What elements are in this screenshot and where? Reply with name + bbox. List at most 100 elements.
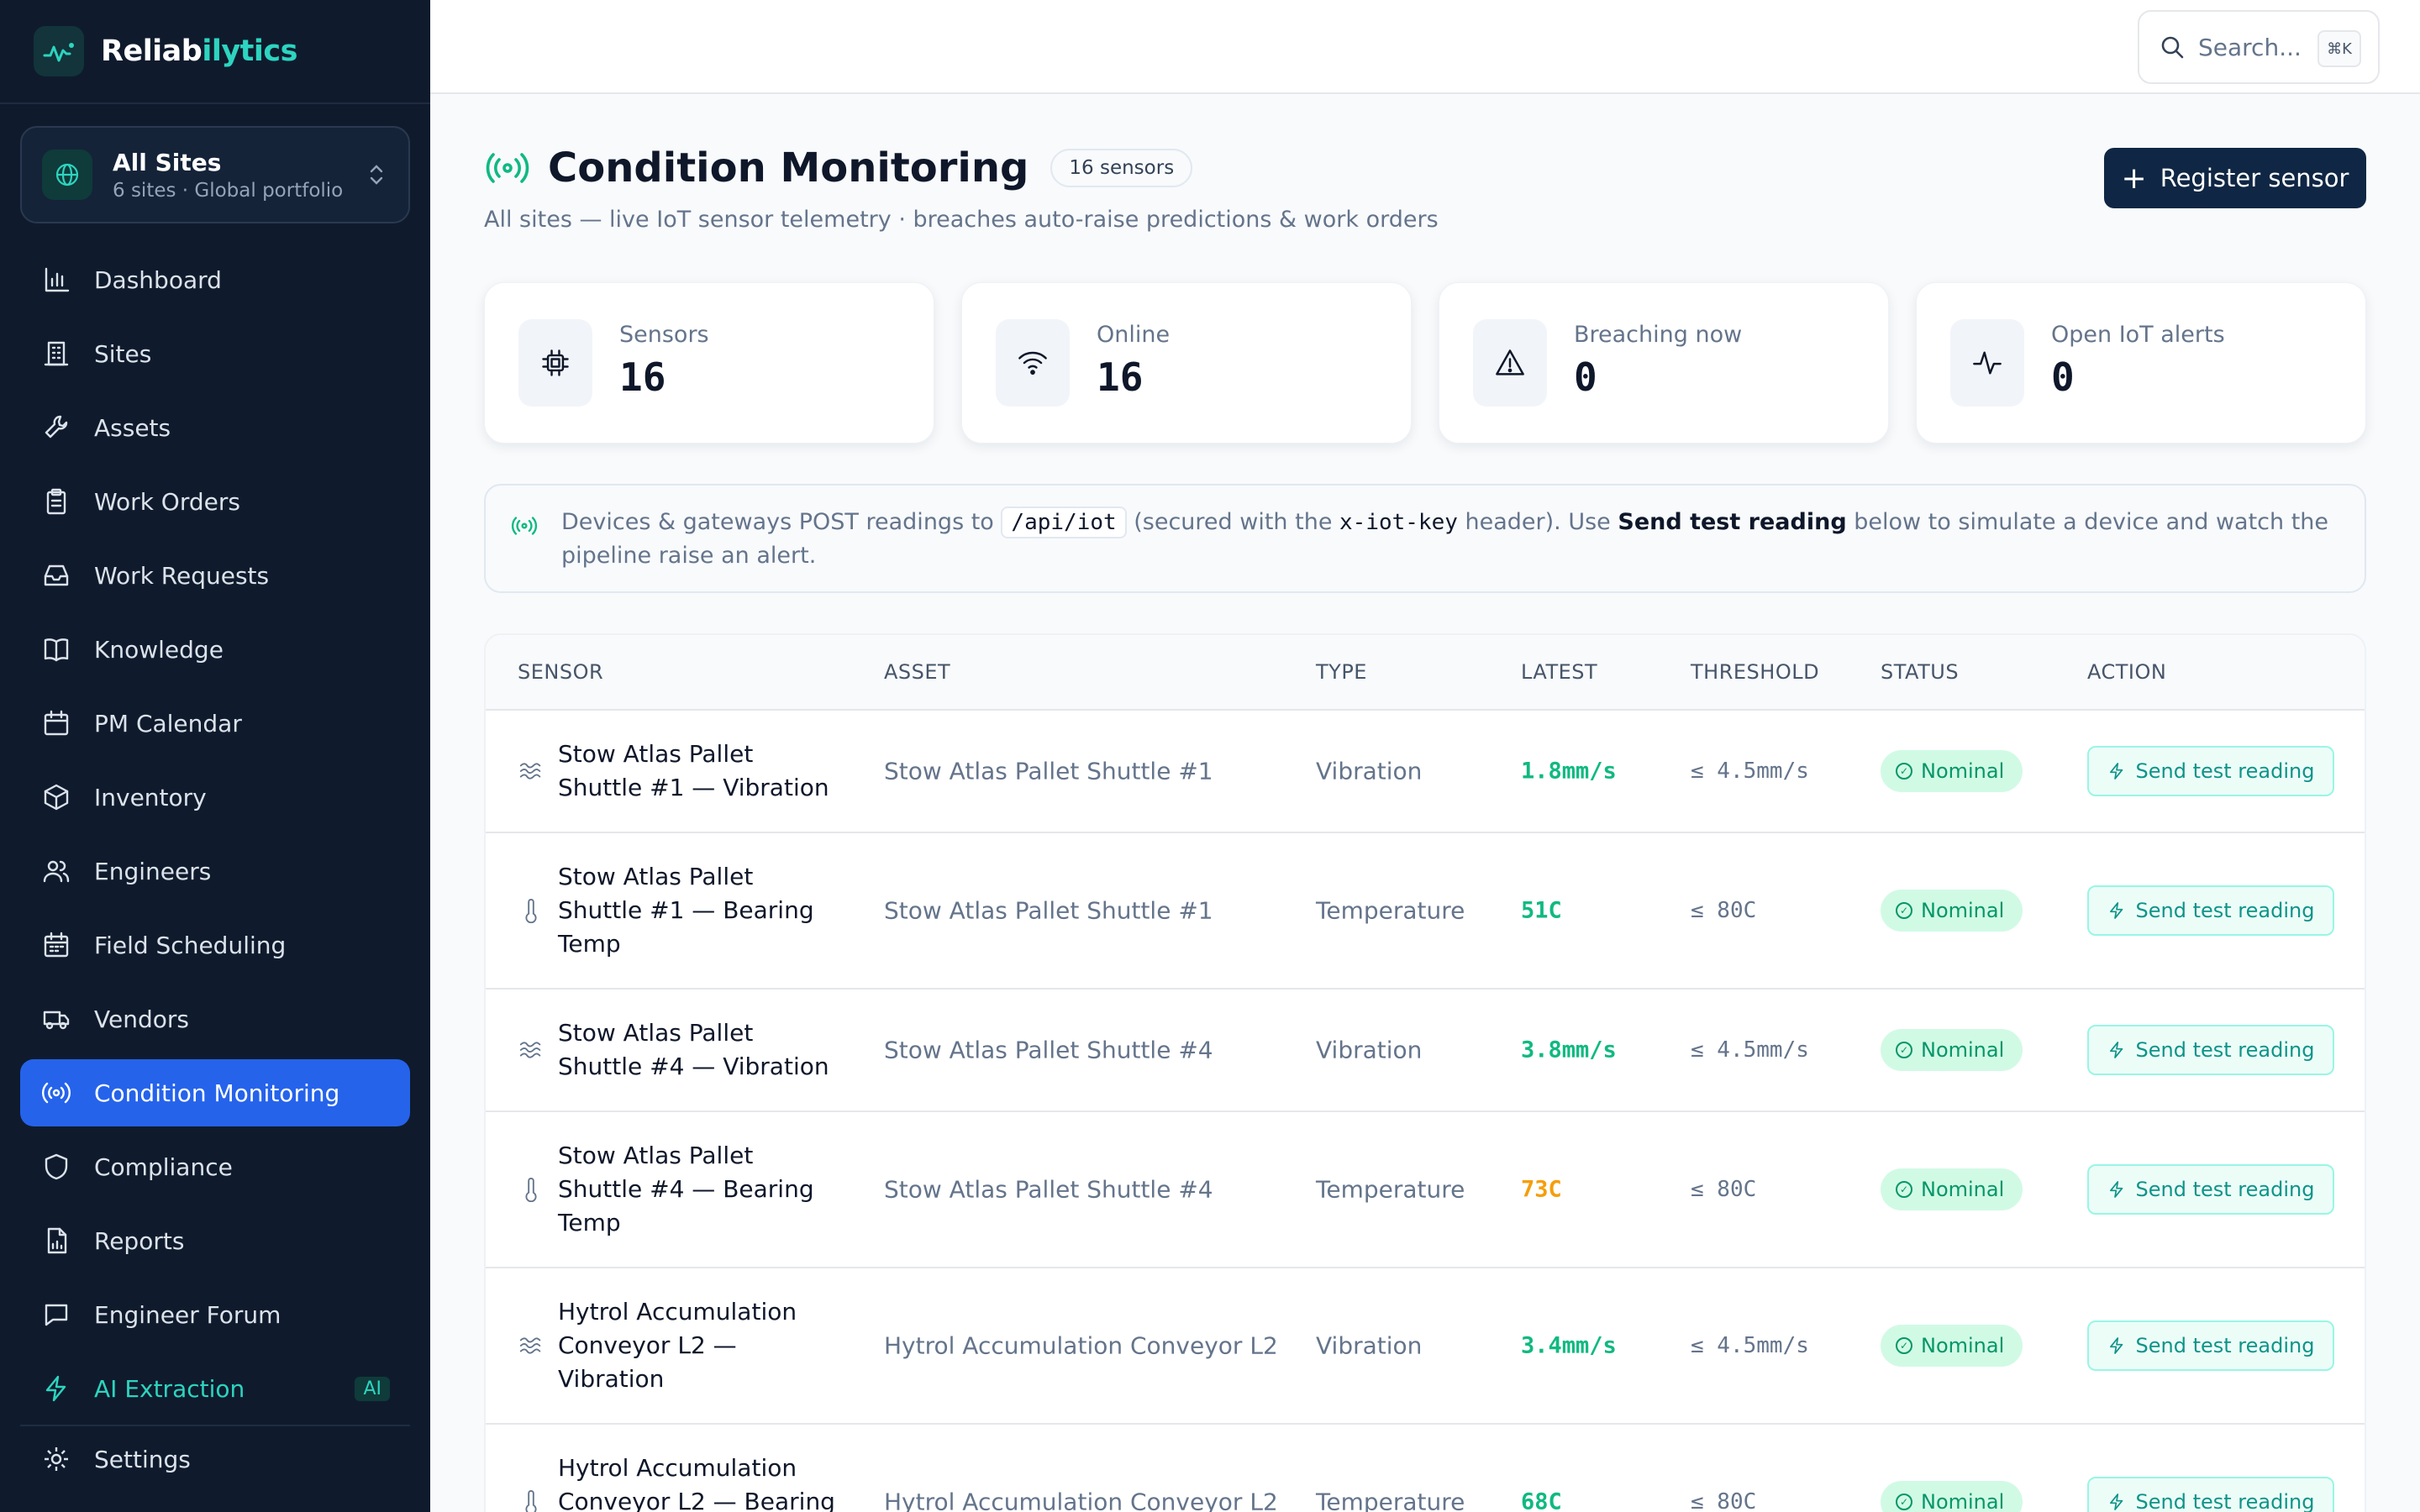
- asset-name[interactable]: Stow Atlas Pallet Shuttle #1: [884, 896, 1213, 925]
- truck-icon: [40, 1003, 72, 1035]
- api-endpoint: /api/iot: [1001, 507, 1127, 538]
- stat-card-breaching-now: Breaching now 0: [1439, 282, 1889, 444]
- wifi-icon: [996, 319, 1070, 407]
- sidebar-item-dashboard[interactable]: Dashboard: [20, 246, 410, 313]
- send-test-reading-button[interactable]: Send test reading: [2087, 1164, 2334, 1215]
- threshold: ≤ 4.5mm/s: [1691, 1333, 1809, 1358]
- bolt-icon: [2109, 1494, 2123, 1510]
- sidebar-item-pm-calendar[interactable]: PM Calendar: [20, 690, 410, 757]
- page-header: Condition Monitoring 16 sensors All site…: [484, 144, 2366, 233]
- send-test-reading-button[interactable]: Send test reading: [2087, 1025, 2334, 1075]
- bolt-icon: [2109, 763, 2123, 780]
- sensor-type: Temperature: [1316, 1175, 1465, 1204]
- sensor-name[interactable]: Hytrol Accumulation Conveyor L2 — Vibrat…: [558, 1298, 797, 1393]
- sidebar-item-label: Vendors: [94, 1005, 189, 1033]
- send-test-reading-button[interactable]: Send test reading: [2087, 1320, 2334, 1371]
- action-label: Send test reading: [2135, 1038, 2315, 1062]
- asset-name[interactable]: Hytrol Accumulation Conveyor L2: [884, 1488, 1278, 1512]
- search-icon: [2161, 36, 2184, 59]
- register-sensor-label: Register sensor: [2160, 164, 2349, 192]
- sidebar-item-work-orders[interactable]: Work Orders: [20, 468, 410, 535]
- sidebar-item-label: AI Extraction: [94, 1374, 245, 1403]
- sensor-type: Temperature: [1316, 896, 1465, 925]
- shield-icon: [40, 1151, 72, 1183]
- table-header: SENSOR ASSET TYPE LATEST THRESHOLD STATU…: [486, 635, 2365, 711]
- sidebar-item-label: Assets: [94, 413, 171, 442]
- sensor-name[interactable]: Stow Atlas Pallet Shuttle #1 — Vibration: [558, 740, 829, 801]
- check-circle-icon: ✓: [1896, 1181, 1912, 1198]
- sensor-name[interactable]: Stow Atlas Pallet Shuttle #4 — Vibration: [558, 1019, 829, 1080]
- sidebar-item-field-scheduling[interactable]: Field Scheduling: [20, 911, 410, 979]
- users-icon: [40, 855, 72, 887]
- wrench-icon: [40, 412, 72, 444]
- sidebar-item-engineers[interactable]: Engineers: [20, 837, 410, 905]
- brand-name-b: ilytics: [202, 34, 297, 68]
- col-threshold[interactable]: THRESHOLD: [1691, 660, 1820, 684]
- sidebar-item-ai-extraction[interactable]: AI Extraction AI: [20, 1355, 410, 1422]
- col-status[interactable]: STATUS: [1881, 660, 1960, 684]
- table-row: Stow Atlas Pallet Shuttle #4 — Bearing T…: [486, 1112, 2365, 1268]
- table-row: Stow Atlas Pallet Shuttle #1 — Bearing T…: [486, 833, 2365, 990]
- sidebar-item-reports[interactable]: Reports: [20, 1207, 410, 1274]
- sidebar-item-compliance[interactable]: Compliance: [20, 1133, 410, 1200]
- latest-reading: 73C: [1521, 1176, 1562, 1203]
- gear-icon: [40, 1443, 72, 1475]
- asset-name[interactable]: Stow Atlas Pallet Shuttle #4: [884, 1175, 1213, 1204]
- send-test-reading-button[interactable]: Send test reading: [2087, 1477, 2334, 1512]
- latest-reading: 1.8mm/s: [1521, 758, 1617, 785]
- col-action[interactable]: ACTION: [2087, 660, 2167, 684]
- table-row: Hytrol Accumulation Conveyor L2 — Bearin…: [486, 1425, 2365, 1512]
- sensor-type: Vibration: [1316, 1331, 1423, 1360]
- asset-name[interactable]: Hytrol Accumulation Conveyor L2: [884, 1331, 1278, 1360]
- action-label: Send test reading: [2135, 759, 2315, 783]
- sensor-name[interactable]: Stow Atlas Pallet Shuttle #1 — Bearing T…: [558, 863, 814, 958]
- sidebar-item-label: Sites: [94, 339, 152, 368]
- radio-signal-icon: [40, 1077, 72, 1109]
- sidebar-item-work-requests[interactable]: Work Requests: [20, 542, 410, 609]
- sidebar-item-inventory[interactable]: Inventory: [20, 764, 410, 831]
- sidebar-item-label: PM Calendar: [94, 709, 242, 738]
- building-icon: [40, 338, 72, 370]
- sidebar-item-vendors[interactable]: Vendors: [20, 985, 410, 1053]
- send-test-reading-button[interactable]: Send test reading: [2087, 885, 2334, 936]
- site-switcher[interactable]: All Sites 6 sites · Global portfolio: [20, 126, 410, 223]
- sidebar-item-knowledge[interactable]: Knowledge: [20, 616, 410, 683]
- sidebar-item-condition-monitoring[interactable]: Condition Monitoring: [20, 1059, 410, 1126]
- stat-label: Breaching now: [1574, 321, 1743, 348]
- asset-name[interactable]: Stow Atlas Pallet Shuttle #1: [884, 757, 1213, 785]
- site-switcher-subtitle: 6 sites · Global portfolio: [113, 179, 344, 202]
- sidebar-item-settings[interactable]: Settings: [20, 1425, 410, 1492]
- search-input[interactable]: Search... ⌘K: [2138, 10, 2380, 84]
- threshold: ≤ 80C: [1691, 1177, 1757, 1202]
- box-icon: [40, 781, 72, 813]
- latest-reading: 51C: [1521, 897, 1562, 924]
- sensor-name[interactable]: Hytrol Accumulation Conveyor L2 — Bearin…: [558, 1454, 835, 1512]
- sensor-name[interactable]: Stow Atlas Pallet Shuttle #4 — Bearing T…: [558, 1142, 814, 1236]
- report-icon: [40, 1225, 72, 1257]
- col-type[interactable]: TYPE: [1316, 660, 1367, 684]
- send-test-reading-button[interactable]: Send test reading: [2087, 746, 2334, 796]
- col-asset[interactable]: ASSET: [884, 660, 951, 684]
- threshold: ≤ 4.5mm/s: [1691, 759, 1809, 784]
- api-header-name: x-iot-key: [1339, 510, 1458, 535]
- stat-card-sensors: Sensors 16: [484, 282, 934, 444]
- asset-name[interactable]: Stow Atlas Pallet Shuttle #4: [884, 1036, 1213, 1064]
- radio-signal-icon: [511, 512, 538, 546]
- status-badge: ✓ Nominal: [1881, 1029, 2023, 1071]
- chip-icon: [518, 319, 592, 407]
- sidebar-item-label: Work Orders: [94, 487, 240, 516]
- brand[interactable]: Reliabilytics: [0, 0, 430, 104]
- sidebar-item-engineer-forum[interactable]: Engineer Forum: [20, 1281, 410, 1348]
- sidebar-item-sites[interactable]: Sites: [20, 320, 410, 387]
- thermometer-icon: [518, 898, 544, 923]
- stat-label: Sensors: [619, 321, 709, 348]
- vibration-icon: [518, 1333, 544, 1358]
- sidebar-item-label: Settings: [94, 1445, 191, 1473]
- register-sensor-button[interactable]: + Register sensor: [2104, 148, 2366, 208]
- status-label: Nominal: [1921, 1490, 2005, 1512]
- col-sensor[interactable]: SENSOR: [518, 660, 604, 684]
- site-switcher-title: All Sites: [113, 148, 222, 176]
- sidebar-item-assets[interactable]: Assets: [20, 394, 410, 461]
- col-latest[interactable]: LATEST: [1521, 660, 1598, 684]
- table-row: Stow Atlas Pallet Shuttle #1 — Vibration…: [486, 711, 2365, 833]
